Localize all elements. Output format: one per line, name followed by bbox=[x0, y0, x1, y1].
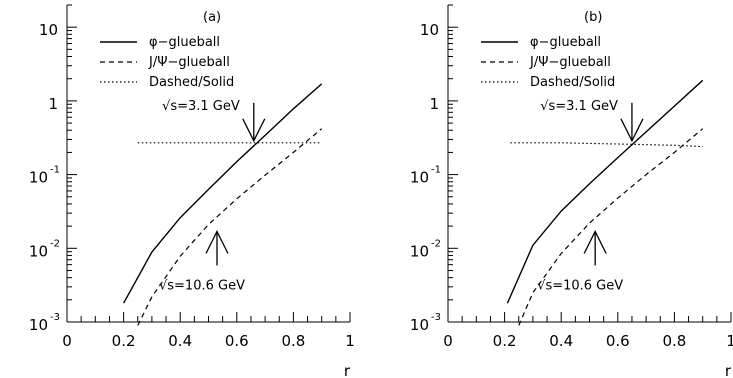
panel-label: (b) bbox=[584, 10, 602, 25]
y-tick-label: 1 bbox=[48, 95, 58, 113]
x-tick-label: 0.2 bbox=[112, 332, 136, 350]
x-axis-label: r bbox=[344, 362, 351, 378]
x-tick-label: 0.8 bbox=[281, 332, 305, 350]
x-tick-label: 0.6 bbox=[606, 332, 630, 350]
y-tick-exponent: -2 bbox=[50, 238, 60, 249]
x-tick-label: 0 bbox=[443, 332, 453, 350]
x-tick-label: 1 bbox=[345, 332, 355, 350]
series-line-dashed bbox=[137, 128, 323, 326]
panel-label: (a) bbox=[203, 10, 221, 25]
y-tick-label: 1 bbox=[429, 95, 439, 113]
x-tick-label: 0.4 bbox=[549, 332, 573, 350]
legend-entry: Dashed/Solid bbox=[149, 75, 234, 90]
x-axis-label: r bbox=[725, 362, 732, 378]
y-tick-label: 10 bbox=[410, 169, 429, 187]
legend-entry: J/Ψ−glueball bbox=[148, 55, 230, 70]
annotation-arrowhead bbox=[205, 230, 229, 254]
y-tick-label: 10 bbox=[410, 242, 429, 260]
y-tick-label: 10 bbox=[420, 21, 439, 39]
legend-entry: J/Ψ−glueball bbox=[529, 55, 611, 70]
annotation-label: √s=3.1 GeV bbox=[162, 99, 240, 114]
legend-entry: φ−glueball bbox=[530, 35, 601, 50]
legend-entry: Dashed/Solid bbox=[530, 75, 615, 90]
legend-entry: φ−glueball bbox=[149, 35, 220, 50]
y-tick-label: 10 bbox=[29, 169, 48, 187]
x-tick-label: 0.2 bbox=[493, 332, 517, 350]
x-tick-label: 0.6 bbox=[225, 332, 249, 350]
y-tick-exponent: -3 bbox=[50, 312, 60, 323]
y-tick-label: 10 bbox=[29, 316, 48, 334]
series-line-solid bbox=[506, 79, 704, 304]
y-tick-label: 10 bbox=[39, 21, 58, 39]
y-tick-exponent: -3 bbox=[431, 312, 441, 323]
annotation-arrowhead bbox=[620, 118, 644, 143]
y-tick-label: 10 bbox=[410, 316, 429, 334]
x-tick-label: 1 bbox=[726, 332, 733, 350]
x-tick-label: 0 bbox=[62, 332, 72, 350]
annotation-label: √s=10.6 GeV bbox=[159, 278, 245, 293]
x-tick-label: 0.8 bbox=[662, 332, 686, 350]
annotation-label: √s=3.1 GeV bbox=[540, 99, 618, 114]
x-tick-label: 0.4 bbox=[168, 332, 192, 350]
series-line-dashed bbox=[518, 128, 704, 326]
y-tick-exponent: -2 bbox=[431, 238, 441, 249]
series-line-solid bbox=[122, 83, 323, 304]
series-line-dotted bbox=[510, 142, 703, 148]
y-tick-exponent: -1 bbox=[431, 165, 441, 176]
annotation-arrowhead bbox=[242, 118, 266, 143]
y-tick-label: 10 bbox=[29, 242, 48, 260]
annotation-arrowhead bbox=[583, 230, 607, 254]
annotation-label: √s=10.6 GeV bbox=[537, 278, 623, 293]
y-tick-exponent: -1 bbox=[50, 165, 60, 176]
